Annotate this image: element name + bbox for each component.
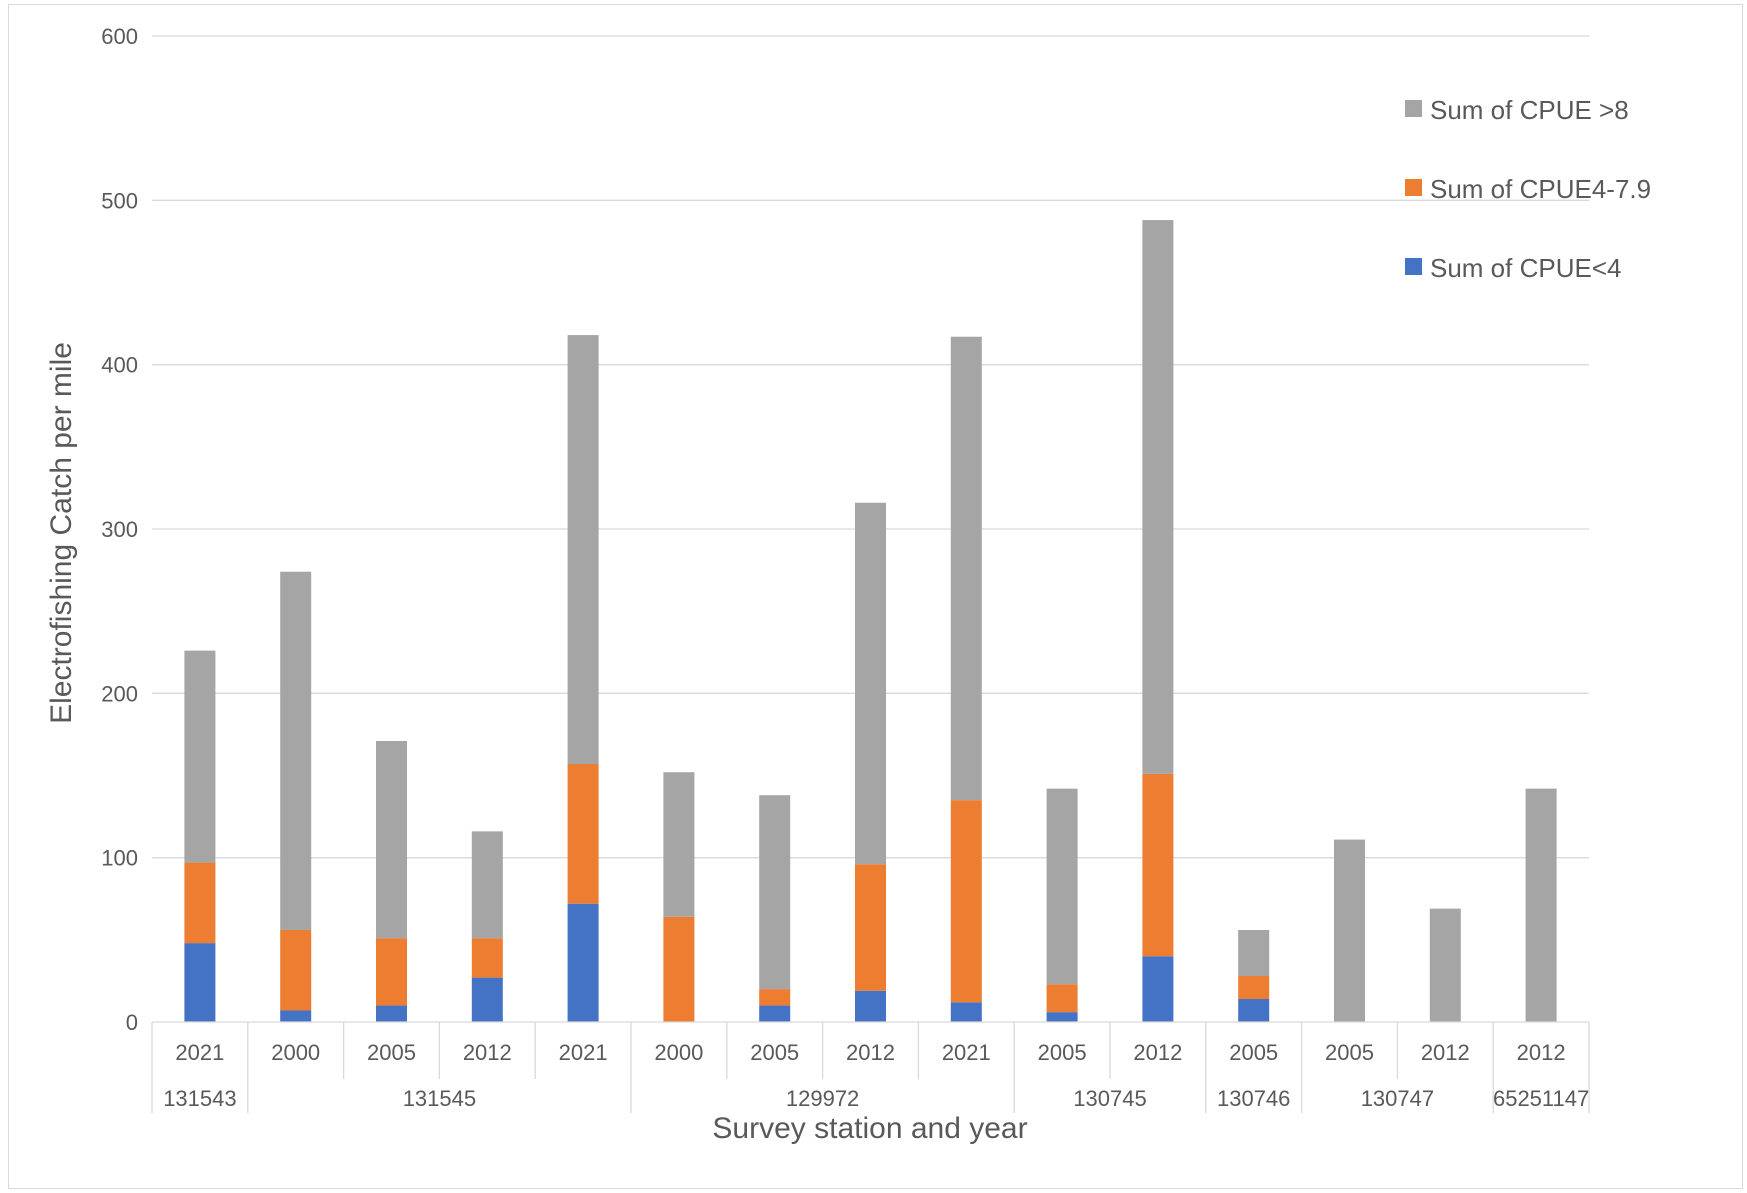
bar-segment-sum-of-cpue-4	[280, 1010, 312, 1022]
y-tick-label: 100	[101, 846, 138, 871]
y-tick-label: 500	[101, 188, 138, 213]
legend: Sum of CPUE >8 Sum of CPUE4-7.9 Sum of CPU…	[1405, 95, 1651, 283]
bar-segment-sum-of-cpue-8	[1142, 220, 1174, 774]
x-year-label: 2005	[1229, 1040, 1278, 1065]
x-year-label: 2005	[367, 1040, 416, 1065]
x-axis-title: Survey station and year	[712, 1112, 1027, 1145]
x-year-label: 2005	[750, 1040, 799, 1065]
bar-segment-sum-of-cpue-4	[567, 903, 599, 1022]
x-year-label: 2000	[271, 1040, 320, 1065]
y-tick-label: 300	[101, 517, 138, 542]
legend-swatch	[1405, 100, 1422, 117]
bar-segment-sum-of-cpue-4	[1142, 956, 1174, 1022]
x-station-label: 131545	[403, 1086, 476, 1111]
legend-swatch	[1405, 179, 1422, 196]
bar-segment-sum-of-cpue-4	[950, 1002, 982, 1022]
bar-segment-sum-of-cpue4-7-9	[1238, 975, 1270, 999]
x-year-label: 2021	[175, 1040, 224, 1065]
bar-segment-sum-of-cpue4-7-9	[950, 800, 982, 1003]
bar-segment-sum-of-cpue4-7-9	[663, 916, 695, 1022]
bar-segment-sum-of-cpue-4	[471, 977, 503, 1022]
y-tick-label: 200	[101, 681, 138, 706]
bar-segment-sum-of-cpue-8	[1429, 908, 1461, 1022]
bar-segment-sum-of-cpue-4	[855, 990, 886, 1022]
bar-segment-sum-of-cpue-8	[855, 502, 886, 865]
legend-swatch	[1405, 258, 1422, 275]
bar-segment-sum-of-cpue4-7-9	[567, 763, 599, 904]
bar-segment-sum-of-cpue4-7-9	[855, 864, 886, 991]
x-year-label: 2012	[463, 1040, 512, 1065]
x-year-label: 2005	[1038, 1040, 1087, 1065]
y-axis-ticks: 0 100 200 300 400 500 600	[101, 24, 138, 1035]
x-year-label: 2012	[1133, 1040, 1182, 1065]
bar-segment-sum-of-cpue-8	[1525, 788, 1557, 1022]
bars	[184, 220, 1557, 1022]
x-year-label: 2005	[1325, 1040, 1374, 1065]
x-year-label: 2012	[1517, 1040, 1566, 1065]
bar-segment-sum-of-cpue-8	[759, 795, 791, 990]
bar-segment-sum-of-cpue4-7-9	[280, 929, 312, 1011]
bar-segment-sum-of-cpue-8	[376, 740, 407, 939]
bar-segment-sum-of-cpue-8	[1046, 788, 1078, 985]
bar-segment-sum-of-cpue4-7-9	[1046, 984, 1078, 1013]
x-station-label: 131543	[163, 1086, 236, 1111]
bar-segment-sum-of-cpue-8	[1334, 839, 1365, 1022]
bar-segment-sum-of-cpue4-7-9	[471, 938, 503, 978]
bar-segment-sum-of-cpue-8	[184, 650, 216, 863]
bar-segment-sum-of-cpue-8	[663, 772, 695, 917]
y-tick-label: 600	[101, 24, 138, 49]
x-year-label: 2012	[1421, 1040, 1470, 1065]
x-axis: 2021 2000 2005 2012 2021 2000 2005 2012 2021 2005…	[151, 1021, 1590, 1113]
bar-segment-sum-of-cpue-4	[1238, 998, 1270, 1022]
y-axis-title: Electrofishing Catch per mile	[45, 342, 78, 724]
bar-segment-sum-of-cpue-4	[759, 1005, 791, 1022]
bar-segment-sum-of-cpue4-7-9	[184, 862, 216, 944]
bar-segment-sum-of-cpue-4	[376, 1005, 407, 1022]
x-station-label: 130747	[1361, 1086, 1434, 1111]
bar-segment-sum-of-cpue4-7-9	[376, 938, 407, 1006]
x-station-label: 65251147	[1493, 1086, 1589, 1111]
x-station-label: 130745	[1073, 1086, 1146, 1111]
legend-label: Sum of CPUE4-7.9	[1430, 174, 1651, 204]
x-station-label: 130746	[1217, 1086, 1290, 1111]
bar-segment-sum-of-cpue-8	[471, 831, 503, 939]
legend-label: Sum of CPUE >8	[1430, 95, 1629, 125]
bar-segment-sum-of-cpue-8	[567, 335, 599, 764]
chart-frame: 0 100 200 300 400 500 600 2021 2000 2005 2012 2021…	[8, 4, 1743, 1189]
x-year-label: 2021	[559, 1040, 608, 1065]
bar-segment-sum-of-cpue-4	[184, 943, 216, 1022]
x-station-label: 129972	[786, 1086, 859, 1111]
y-tick-label: 400	[101, 353, 138, 378]
bar-segment-sum-of-cpue-8	[1238, 929, 1270, 976]
bar-segment-sum-of-cpue4-7-9	[759, 989, 791, 1006]
bar-segment-sum-of-cpue-4	[1046, 1012, 1078, 1022]
x-year-label: 2012	[846, 1040, 895, 1065]
bar-segment-sum-of-cpue4-7-9	[1142, 773, 1174, 957]
x-year-label: 2000	[654, 1040, 703, 1065]
bar-segment-sum-of-cpue-8	[950, 336, 982, 801]
x-year-label: 2021	[942, 1040, 991, 1065]
legend-label: Sum of CPUE<4	[1430, 253, 1621, 283]
bar-segment-sum-of-cpue-8	[280, 571, 312, 930]
y-tick-label: 0	[126, 1010, 138, 1035]
